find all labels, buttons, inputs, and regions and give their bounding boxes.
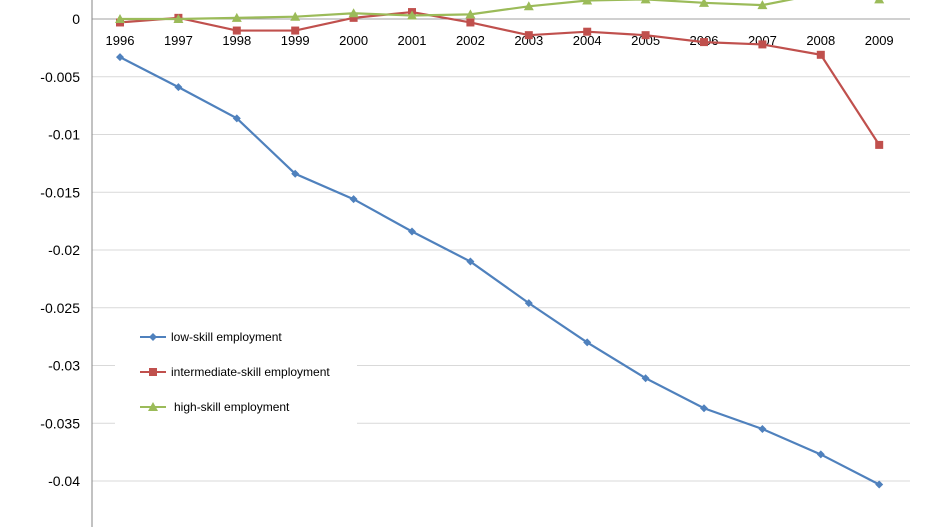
series-low-skill [116, 53, 884, 489]
x-tick-label: 2008 [806, 33, 835, 48]
legend-label: intermediate-skill employment [171, 365, 330, 379]
x-tick-label: 1997 [164, 33, 193, 48]
x-tick-label: 1996 [106, 33, 135, 48]
legend: low-skill employment intermediate-skill e… [115, 318, 357, 428]
series-intermediate-skill [116, 8, 884, 149]
data-point-marker [699, 0, 709, 7]
x-tick-label: 2003 [514, 33, 543, 48]
data-point-marker [640, 0, 651, 4]
data-point-marker [641, 374, 650, 383]
data-point-marker [231, 12, 242, 22]
data-point-marker [232, 26, 241, 35]
y-tick-label: -0.005 [40, 69, 80, 85]
y-tick-label: 0 [72, 11, 80, 27]
series-line [120, 0, 880, 21]
data-point-marker [115, 14, 125, 23]
y-tick-label: -0.015 [40, 184, 80, 200]
x-tick-label: 2004 [573, 33, 602, 48]
y-tick-label: -0.035 [40, 415, 80, 431]
data-point-marker [174, 83, 183, 92]
x-tick-labels: 1996 1997 1998 1999 2000 2001 2002 2003 2004 2005… [106, 33, 894, 48]
data-point-marker [466, 18, 475, 27]
data-point-marker [408, 227, 416, 236]
y-tick-label: -0.025 [40, 300, 80, 316]
data-point-marker [116, 53, 124, 62]
data-point-marker [700, 38, 708, 47]
data-point-marker [173, 14, 184, 23]
x-tick-label: 2009 [865, 33, 894, 48]
data-point-marker [816, 50, 825, 59]
data-point-marker [582, 0, 593, 5]
x-tick-label: 2002 [456, 33, 485, 48]
data-point-marker [149, 368, 157, 376]
data-point-marker [583, 27, 592, 36]
data-point-marker [875, 140, 884, 149]
data-point-marker [149, 333, 157, 341]
y-tick-labels: 0 -0.005 -0.01 -0.015 -0.02 -0.025 -0.03 -0.035… [40, 11, 80, 489]
data-point-marker [291, 169, 300, 178]
x-tick-label: 1999 [281, 33, 310, 48]
data-point-marker [874, 0, 885, 4]
series-line [119, 56, 880, 486]
data-point-marker [466, 257, 475, 266]
series-group [115, 0, 885, 489]
data-point-marker [757, 0, 768, 10]
y-tick-label: -0.04 [48, 473, 80, 489]
x-tick-label: 2000 [339, 33, 368, 48]
legend-label: low-skill employment [171, 330, 282, 344]
legend-label: high-skill employment [174, 400, 290, 414]
data-point-marker [583, 338, 592, 347]
data-point-marker [758, 425, 767, 434]
data-point-marker [875, 480, 884, 489]
legend-item: low-skill employment [140, 330, 282, 344]
data-point-marker [349, 195, 358, 204]
data-point-marker [348, 8, 359, 18]
data-point-marker [407, 10, 417, 20]
data-point-marker [816, 450, 825, 459]
data-point-marker [232, 114, 241, 123]
data-point-marker [465, 9, 476, 19]
data-point-marker [148, 402, 158, 411]
data-point-marker [700, 404, 708, 413]
data-point-marker [641, 31, 650, 40]
legend-item: high-skill employment [140, 400, 290, 414]
data-point-marker [523, 1, 534, 11]
data-point-marker [349, 13, 358, 22]
series-high-skill [115, 0, 885, 23]
data-point-marker [290, 11, 301, 21]
x-tick-label: 1998 [222, 33, 251, 48]
x-tick-label: 2001 [398, 33, 427, 48]
data-point-marker [291, 26, 300, 35]
data-point-marker [758, 40, 767, 49]
y-tick-label: -0.03 [48, 358, 80, 374]
legend-item: intermediate-skill employment [140, 365, 330, 379]
y-tick-label: -0.01 [48, 127, 80, 143]
data-point-marker [524, 299, 533, 308]
y-tick-label: -0.02 [48, 242, 80, 258]
data-point-marker [524, 31, 533, 40]
series-line [119, 10, 881, 146]
